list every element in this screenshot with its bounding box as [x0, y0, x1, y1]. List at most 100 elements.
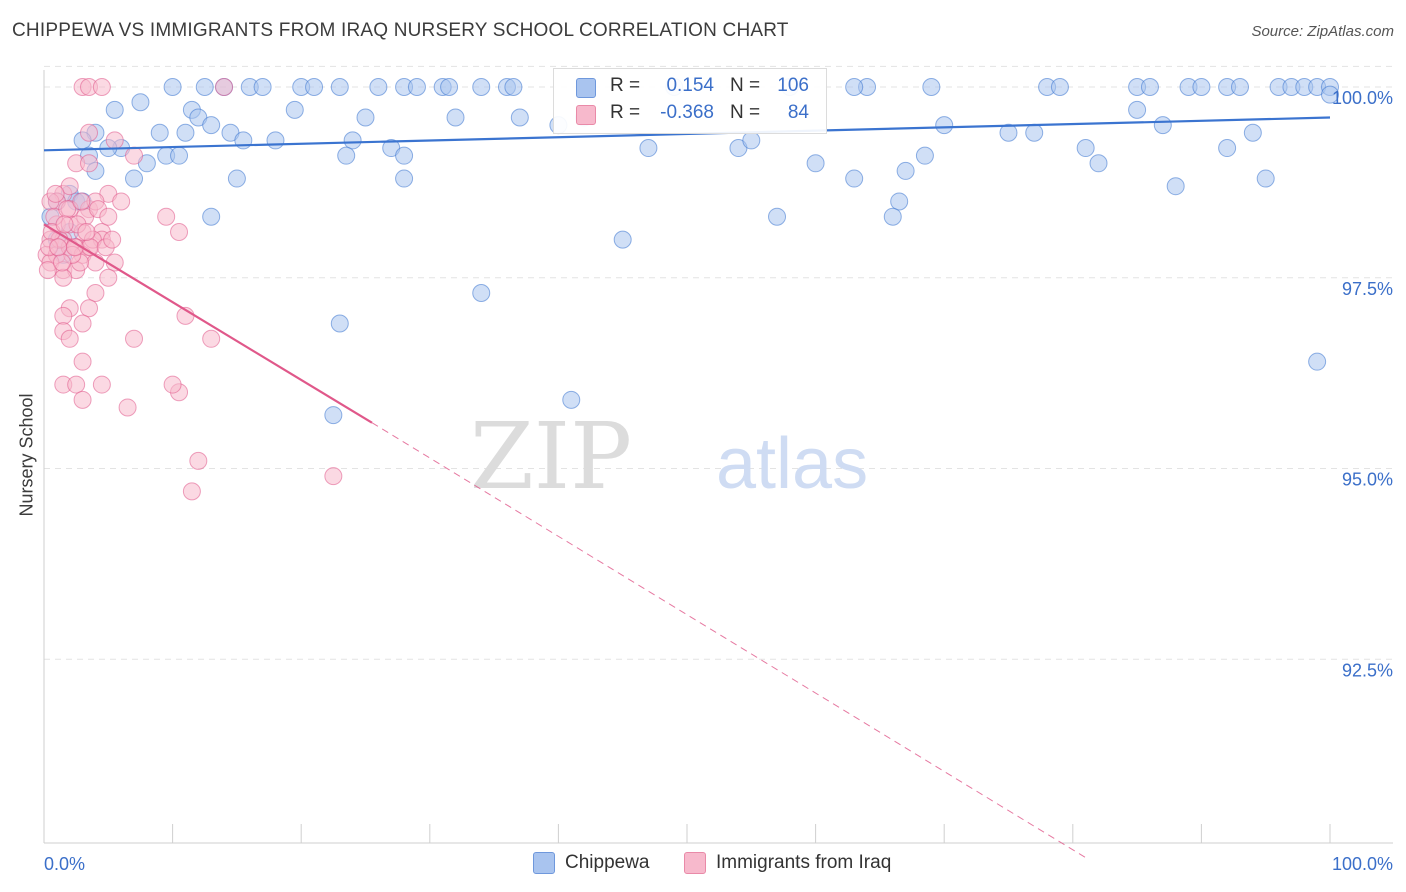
iraq-point	[38, 261, 57, 280]
legend: Chippewa Immigrants from Iraq	[0, 850, 1406, 878]
iraq-point	[99, 268, 118, 287]
chippewa-point	[176, 123, 195, 142]
chippewa-point	[105, 100, 124, 119]
chart-title: CHIPPEWA VS IMMIGRANTS FROM IRAQ NURSERY…	[12, 20, 789, 41]
chippewa-point	[125, 169, 144, 188]
stats-swatch-chippewa	[576, 78, 596, 98]
chippewa-point	[510, 108, 529, 127]
y-tick-label: 100.0%	[1332, 88, 1393, 108]
chippewa-point	[883, 207, 902, 226]
chippewa-point	[1192, 78, 1211, 96]
chippewa-point	[890, 192, 909, 211]
chippewa-point	[266, 131, 285, 150]
iraq-point	[125, 146, 144, 165]
r-value: -0.368	[660, 102, 714, 123]
chippewa-point	[1153, 116, 1172, 135]
chippewa-point	[562, 390, 581, 409]
chippewa-point	[1166, 177, 1185, 196]
y-tick-label: 95.0%	[1342, 470, 1393, 490]
chippewa-point	[369, 78, 388, 96]
iraq-point	[73, 390, 92, 409]
iraq-point	[92, 78, 111, 96]
stats-swatch-iraq	[576, 105, 596, 125]
chippewa-point	[131, 93, 150, 112]
chippewa-point	[1230, 78, 1249, 96]
trend-lines	[43, 116, 1331, 859]
iraq-point	[105, 131, 124, 150]
iraq-point	[182, 482, 201, 501]
legend-label: Immigrants from Iraq	[716, 852, 892, 873]
iraq-point	[77, 222, 96, 241]
chippewa-point	[407, 78, 426, 96]
chippewa-point	[935, 116, 954, 135]
chippewa-point	[922, 78, 941, 96]
iraq-point	[99, 207, 118, 226]
stats-legend: R = 0.154 N = 106 R = -0.368 N = 84	[553, 68, 827, 134]
iraq-point	[73, 314, 92, 333]
iraq-point	[67, 375, 86, 394]
iraq-point	[80, 154, 99, 173]
legend-label: Chippewa	[565, 852, 650, 873]
iraq-point	[163, 375, 182, 394]
iraq-point	[125, 329, 144, 348]
legend-swatch-iraq	[684, 852, 706, 874]
legend-item-chippewa[interactable]: Chippewa	[533, 852, 650, 874]
chippewa-point	[170, 146, 189, 165]
chippewa-point	[150, 123, 169, 142]
chippewa-point	[337, 146, 356, 165]
chippewa-point	[1025, 123, 1044, 142]
n-label: N =	[730, 75, 761, 96]
chippewa-point	[253, 78, 272, 96]
iraq-point	[60, 329, 79, 348]
iraq-point	[86, 284, 105, 303]
chippewa-point	[1140, 78, 1159, 96]
legend-item-iraq[interactable]: Immigrants from Iraq	[684, 852, 891, 874]
iraq-point	[72, 192, 91, 211]
chippewa-point	[915, 146, 934, 165]
chippewa-point	[472, 78, 491, 96]
iraq-point	[170, 222, 189, 241]
tick-labels: 100.0% 97.5% 95.0% 92.5% 0.0% 100.0%	[44, 88, 1393, 874]
chippewa-point	[742, 131, 761, 150]
chippewa-point	[343, 131, 362, 150]
y-tick-label: 97.5%	[1342, 279, 1393, 299]
chippewa-point	[1089, 154, 1108, 173]
y-tick-label: 92.5%	[1342, 660, 1393, 680]
iraq-trendline	[43, 223, 373, 424]
chippewa-point	[1308, 352, 1327, 371]
iraq-point	[112, 192, 131, 211]
data-points	[37, 78, 1339, 501]
legend-swatch-chippewa	[533, 852, 555, 874]
chippewa-point	[845, 169, 864, 188]
chippewa-point	[504, 78, 523, 96]
chippewa-point	[330, 314, 349, 333]
n-value: 84	[787, 102, 809, 123]
chippewa-point	[195, 78, 214, 96]
iraq-point	[189, 451, 208, 470]
chippewa-point	[806, 154, 825, 173]
chippewa-point	[202, 207, 221, 226]
iraq-point	[49, 238, 68, 257]
iraq-point	[157, 207, 176, 226]
chippewa-point	[227, 169, 246, 188]
stats-row-chippewa: R = 0.154 N = 106	[554, 75, 826, 103]
n-value: 106	[777, 75, 809, 96]
iraq-point	[92, 375, 111, 394]
chippewa-point	[163, 78, 182, 96]
chippewa-point	[1128, 100, 1147, 119]
chippewa-point	[330, 78, 349, 96]
iraq-point	[55, 215, 74, 234]
iraq-point	[60, 177, 79, 196]
iraq-point	[73, 352, 92, 371]
watermark: ZIP atlas	[470, 403, 868, 510]
chippewa-point	[472, 284, 491, 303]
chippewa-point	[896, 161, 915, 180]
chippewa-point	[356, 108, 375, 127]
x-tick-label: 100.0%	[1332, 854, 1393, 874]
r-label: R =	[610, 102, 641, 123]
r-value: 0.154	[666, 75, 714, 96]
chippewa-point	[1218, 139, 1237, 158]
iraq-point	[46, 184, 65, 203]
iraq-point	[80, 299, 99, 318]
chippewa-point	[446, 108, 465, 127]
